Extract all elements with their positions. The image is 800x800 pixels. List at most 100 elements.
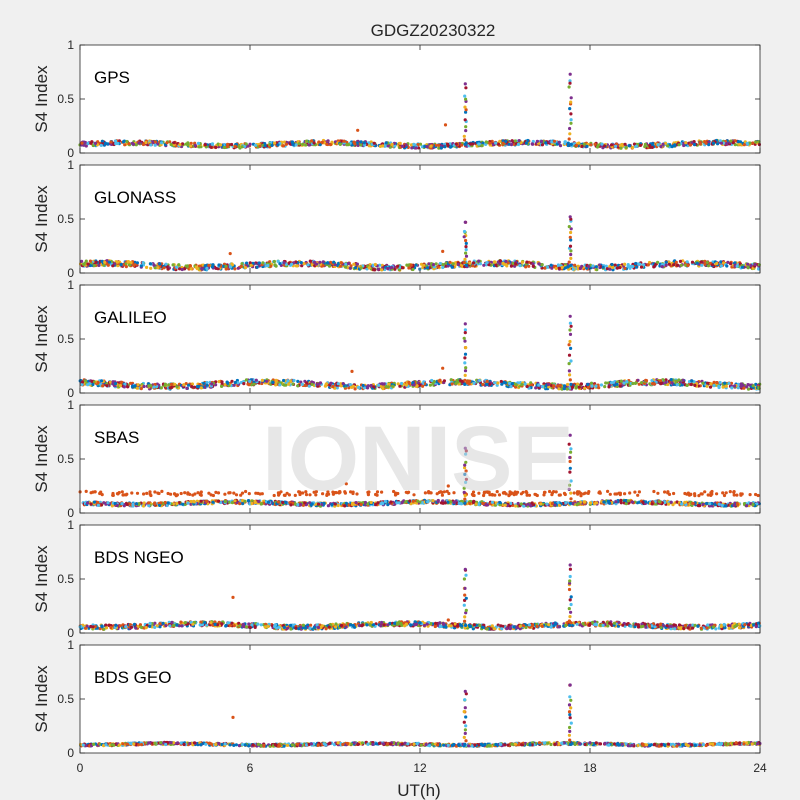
data-point [380,263,384,267]
data-point [631,381,635,386]
data-point [180,267,184,272]
data-point [210,382,214,386]
data-point [106,501,110,505]
data-point [193,385,197,389]
data-point [254,378,258,382]
data-point [270,143,274,147]
y-tick-label: 0.5 [57,332,74,346]
data-point [568,235,572,239]
data-point [652,265,656,269]
data-point [222,145,226,150]
data-point [398,384,402,388]
data-point [630,500,635,504]
data-point [120,380,124,384]
data-point [498,139,502,143]
data-point [596,143,601,147]
data-point [306,263,310,267]
data-point [703,262,707,266]
data-point [472,261,476,265]
data-point [352,262,356,266]
data-point [390,142,394,146]
data-point [242,382,246,386]
data-point [571,267,575,271]
data-point [223,499,227,504]
data-point [673,143,677,147]
data-point [355,141,359,145]
data-point [477,259,481,263]
data-point [325,142,329,146]
data-point [91,490,95,494]
data-point [367,144,371,148]
data-point [623,142,627,146]
data-point [485,261,489,265]
data-point [494,263,498,267]
data-point [563,140,567,144]
data-point [568,328,572,332]
data-point [378,263,382,267]
data-point [376,267,380,271]
data-point [314,262,319,266]
data-point [651,142,655,146]
data-point [165,141,169,145]
data-point [169,382,174,386]
data-point [441,249,445,253]
data-point [462,260,466,265]
data-point [154,140,158,144]
data-point [456,380,460,384]
data-point [207,263,211,267]
data-point [690,379,694,383]
data-point [566,141,570,145]
data-point [580,144,584,148]
data-point [494,141,498,145]
data-point [552,139,557,143]
data-point [325,261,329,265]
data-point [569,382,573,386]
data-point [304,143,308,147]
data-point [569,142,573,146]
data-point [153,501,157,505]
data-point [310,139,314,143]
data-point [274,379,278,383]
data-point [109,140,113,144]
data-point [669,378,673,382]
data-point [160,489,164,493]
data-point [175,501,179,506]
data-point [594,265,599,269]
data-point [381,144,385,148]
data-point [488,382,492,386]
data-point [464,254,469,258]
data-point [93,141,98,145]
data-point [223,143,227,147]
data-point [310,382,314,386]
data-point [550,140,554,144]
data-point [510,382,514,386]
data-point [180,142,185,146]
data-point [725,264,729,268]
data-point [463,369,468,373]
data-point [484,142,488,146]
data-point [710,492,714,496]
data-point [236,266,240,270]
data-point [682,143,686,148]
data-point [371,268,376,272]
data-point [463,105,467,109]
data-point [167,383,171,387]
data-point [650,502,654,506]
data-point [568,244,573,248]
data-point [753,262,757,266]
y-tick-label: 0.5 [57,452,74,466]
data-point [287,382,291,386]
data-point [386,266,390,271]
data-point [257,261,261,265]
data-point [353,266,358,270]
data-point [531,264,535,268]
data-point [661,142,665,146]
data-point [318,260,322,264]
data-point [372,385,376,389]
data-point [634,261,638,266]
data-point [214,145,218,149]
data-point [464,366,468,370]
data-point [153,490,157,494]
data-point [86,262,90,266]
